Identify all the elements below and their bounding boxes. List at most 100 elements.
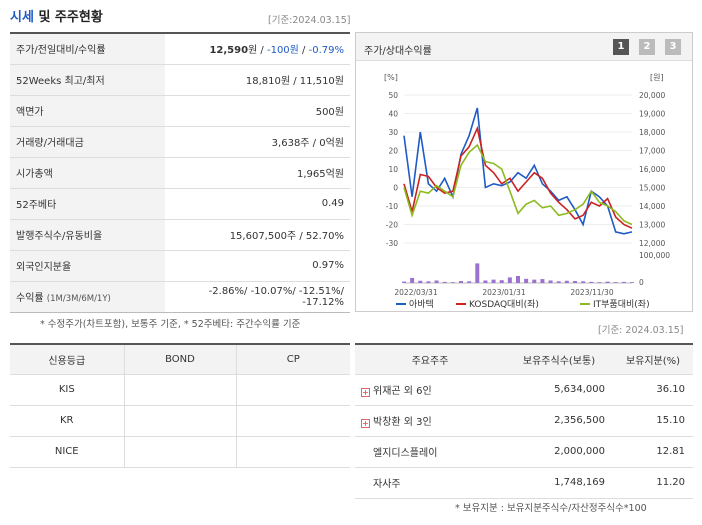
right-tick-label: 12,000 — [639, 239, 665, 248]
volume-bar — [556, 281, 561, 283]
x-tick-label: 2023/11/30 — [570, 288, 613, 297]
volume-bar — [402, 281, 406, 283]
share-header-pct: 보유지분(%) — [613, 344, 693, 375]
legend-label: 아바텍 — [409, 299, 434, 310]
volume-bar — [581, 281, 586, 283]
chart-page-1-button[interactable]: 1 — [613, 39, 629, 55]
volume-bar — [491, 279, 496, 283]
volume-bar — [459, 281, 463, 283]
chart-page-2-button[interactable]: 2 — [639, 39, 655, 55]
credit-row: KIS — [10, 374, 350, 406]
info-row-52weeks: 52Weeks 최고/최저 18,810원 / 11,510원 — [10, 64, 350, 96]
info-row-market-cap: 시가총액 1,965억원 — [10, 157, 350, 189]
info-row-volume: 거래량/거래대금 3,638주 / 0억원 — [10, 126, 350, 158]
volume-tick-label: 0 — [639, 278, 644, 287]
right-tick-label: 14,000 — [639, 202, 665, 211]
volume-bar — [499, 280, 504, 283]
left-tick-label: -20 — [386, 221, 398, 230]
share-note: * 보유지분 : 보유지분주식수/자산정주식수*100 — [455, 503, 647, 514]
right-tick-label: 18,000 — [639, 128, 665, 137]
info-row-shares: 발행주식수/유동비율 15,607,500주 / 52.70% — [10, 219, 350, 251]
chart-title: 주가/상대수익률 — [364, 46, 432, 57]
volume-tick-label: 100,000 — [639, 251, 670, 260]
right-tick-label: 20,000 — [639, 91, 665, 100]
chart-note: * 수정주가(차트포함), 보통주 기준, * 52주베타: 주간수익률 기준 — [40, 319, 301, 330]
chart-panel: 주가/상대수익률 1 2 3 [%] [원] 50 40 30 20 10 0 -10 -20 -3… — [355, 32, 693, 312]
info-label: 주가/전일대비/수익률 — [10, 33, 165, 65]
info-row-beta: 52주베타 0.49 — [10, 188, 350, 220]
expand-plus-icon[interactable]: + — [361, 388, 370, 397]
left-tick-label: 40 — [388, 110, 398, 119]
volume-bar — [630, 282, 634, 283]
volume-bar — [613, 282, 618, 283]
volume-bar — [532, 279, 537, 283]
x-tick-label: 2023/01/31 — [482, 288, 525, 297]
volume-bar — [483, 280, 488, 283]
right-tick-label: 13,000 — [639, 221, 665, 230]
series-line — [403, 107, 633, 235]
chart-page-3-button[interactable]: 3 — [665, 39, 681, 55]
volume-bar — [597, 282, 602, 283]
current-price: 12,590 — [209, 45, 249, 57]
right-tick-label: 19,000 — [639, 110, 665, 119]
left-tick-label: -10 — [386, 202, 398, 211]
share-reference-date: [기준: 2024.03.15] — [598, 325, 684, 336]
shareholder-row: 자사주 1,748,169 11.20 — [355, 467, 693, 499]
credit-header-rating: 신용등급 — [10, 344, 124, 375]
quote-info-table: 주가/전일대비/수익률 12,590원 / -100원 / -0.79% 52W… — [10, 32, 350, 313]
volume-bar — [475, 263, 480, 283]
shareholder-row: 엘지디스플레이 2,000,000 12.81 — [355, 436, 693, 468]
share-header-shares: 보유주식수(보통) — [505, 344, 613, 375]
credit-rating-table: 신용등급 BOND CP KIS KR NICE — [10, 343, 350, 468]
right-tick-label: 15,000 — [639, 184, 665, 193]
price-chart: [%] [원] 50 40 30 20 10 0 -10 -20 -30 20,000 19,000 18… — [384, 73, 670, 310]
price-rate: -0.79% — [308, 45, 344, 57]
volume-bar — [418, 280, 423, 283]
price-change: -100원 — [266, 45, 299, 57]
volume-bar — [434, 280, 439, 283]
share-header-holder: 주요주주 — [355, 344, 505, 375]
left-tick-label: 30 — [388, 128, 398, 137]
volume-bar — [516, 276, 520, 283]
volume-bar — [507, 277, 512, 283]
shareholder-table: 주요주주 보유주식수(보통) 보유지분(%) + 위재곤 외 6인 5,634,0… — [355, 343, 693, 499]
credit-row: NICE — [10, 436, 350, 468]
volume-bar — [564, 280, 569, 283]
volume-bar — [589, 281, 594, 283]
volume-bar — [573, 281, 577, 283]
credit-header-cp: CP — [235, 344, 350, 375]
volume-bar — [467, 281, 472, 283]
shareholder-row: + 박창환 외 3인 2,356,500 15.10 — [355, 405, 693, 437]
left-tick-label: -30 — [386, 239, 398, 248]
left-tick-label: 20 — [388, 147, 398, 156]
volume-bar — [548, 280, 553, 283]
volume-bar — [410, 277, 415, 283]
right-tick-label: 17,000 — [639, 147, 665, 156]
series-line — [403, 143, 633, 226]
legend-label: IT부품대비(좌) — [593, 299, 650, 310]
legend-label: KOSDAQ대비(좌) — [469, 299, 539, 310]
info-row-par-value: 액면가 500원 — [10, 95, 350, 127]
expand-plus-icon[interactable]: + — [361, 419, 370, 428]
left-tick-label: 50 — [388, 91, 398, 100]
credit-header-bond: BOND — [123, 344, 236, 375]
section-title: 시세 및 주주현황 — [10, 10, 103, 25]
info-row-foreign: 외국인지분율 0.97% — [10, 250, 350, 282]
shareholder-row: + 위재곤 외 6인 5,634,000 36.10 — [355, 374, 693, 406]
volume-bar — [442, 281, 447, 283]
reference-date: [기준:2024.03.15] — [268, 15, 351, 26]
left-tick-label: 0 — [393, 184, 398, 193]
volume-bar — [426, 281, 431, 283]
series-line — [403, 125, 633, 229]
volume-bar — [524, 278, 529, 283]
left-tick-label: 10 — [388, 165, 398, 174]
right-tick-label: 16,000 — [639, 165, 665, 174]
info-row-returns: 수익률 (1M/3M/6M/1Y) -2.86%/ -10.07%/ -12.5… — [10, 281, 350, 313]
credit-row: KR — [10, 405, 350, 437]
x-tick-label: 2022/03/31 — [394, 288, 437, 297]
volume-bar — [540, 279, 545, 283]
right-axis-unit: [원] — [650, 73, 664, 82]
volume-bar — [605, 281, 610, 283]
volume-bar — [621, 281, 626, 283]
volume-bar — [450, 282, 455, 283]
